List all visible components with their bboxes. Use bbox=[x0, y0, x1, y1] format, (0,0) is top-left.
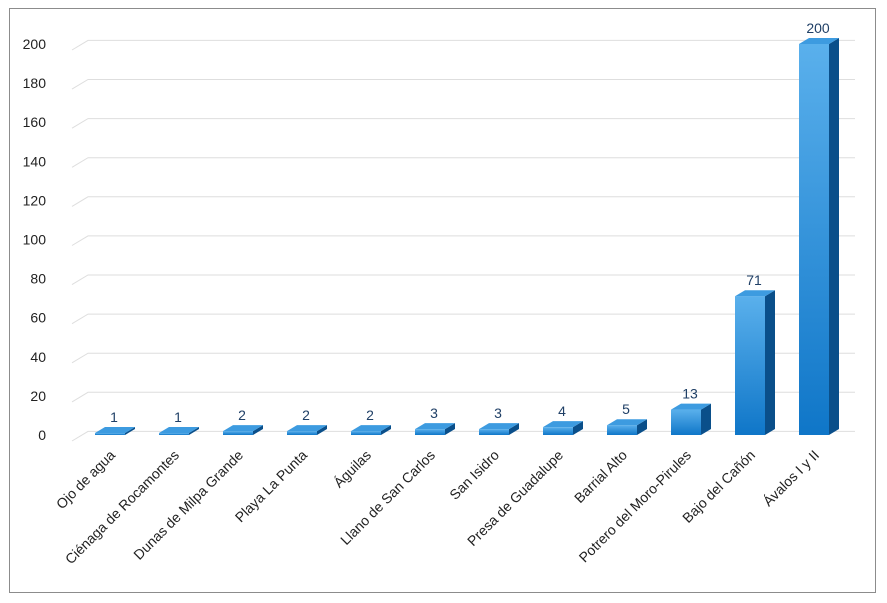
bar bbox=[543, 427, 573, 435]
value-label: 3 bbox=[430, 405, 438, 421]
bar-top bbox=[159, 427, 199, 434]
bar-side bbox=[253, 425, 263, 435]
bar-side bbox=[125, 427, 135, 435]
y-tick-label: 100 bbox=[23, 232, 47, 248]
value-label: 2 bbox=[238, 407, 246, 423]
bar-top bbox=[479, 423, 519, 430]
bar-side bbox=[381, 425, 391, 435]
x-category-label: Ciénaga de Rocamontes bbox=[62, 447, 182, 567]
bar-top bbox=[287, 425, 327, 432]
y-tick-label: 200 bbox=[23, 36, 47, 52]
y-tick-label: 60 bbox=[30, 310, 46, 326]
y-tick-label: 0 bbox=[38, 427, 46, 443]
bar bbox=[799, 44, 829, 435]
gridline bbox=[71, 274, 855, 286]
bar-top bbox=[735, 290, 775, 297]
y-tick-label: 160 bbox=[23, 114, 47, 130]
bar-top bbox=[671, 403, 711, 410]
y-tick-label: 40 bbox=[30, 349, 46, 365]
x-category-label: Ávalos I y II bbox=[760, 447, 822, 509]
value-label: 2 bbox=[366, 407, 374, 423]
gridline bbox=[71, 118, 855, 129]
bars bbox=[95, 38, 839, 435]
bar-side bbox=[189, 427, 199, 435]
x-category-label: Potrero del Moro-Pirules bbox=[576, 447, 695, 566]
y-tick-label: 180 bbox=[23, 75, 47, 91]
x-category-label: Dunas de Milpa Grande bbox=[130, 447, 246, 563]
bar-top bbox=[543, 421, 583, 428]
gridline bbox=[71, 391, 855, 403]
gridline bbox=[71, 313, 855, 325]
bar-side bbox=[829, 38, 839, 435]
bar-top bbox=[95, 427, 135, 434]
bar bbox=[479, 429, 509, 435]
bar bbox=[351, 431, 381, 435]
value-label: 200 bbox=[806, 20, 830, 36]
gridline bbox=[71, 79, 855, 90]
y-tick-label: 80 bbox=[30, 271, 46, 287]
bar-side bbox=[637, 419, 647, 435]
value-label: 3 bbox=[494, 405, 502, 421]
bar-side bbox=[765, 290, 775, 435]
bar-top bbox=[415, 423, 455, 430]
bar-side bbox=[445, 423, 455, 435]
bar bbox=[287, 431, 317, 435]
gridline bbox=[71, 430, 855, 442]
value-label: 2 bbox=[302, 407, 310, 423]
gridline bbox=[71, 352, 855, 364]
value-labels: 1 1 2 2 2 3 3 4 5 13 71 200 bbox=[110, 20, 830, 425]
x-category-label: San Isidro bbox=[446, 447, 502, 503]
chart-frame bbox=[9, 8, 876, 593]
bar bbox=[95, 433, 125, 435]
bar bbox=[671, 409, 701, 435]
bar bbox=[735, 296, 765, 435]
y-axis-ticks: 0 20 40 60 80 100 120 140 160 180 200 bbox=[23, 36, 47, 443]
value-label: 5 bbox=[622, 401, 630, 417]
gridlines bbox=[71, 39, 855, 442]
y-tick-label: 20 bbox=[30, 388, 46, 404]
bar-side bbox=[317, 425, 327, 435]
bar-top bbox=[607, 419, 647, 426]
bar-side bbox=[573, 421, 583, 435]
bar-side bbox=[701, 403, 711, 435]
gridline bbox=[71, 235, 855, 246]
gridline bbox=[71, 196, 855, 207]
gridline bbox=[71, 157, 855, 168]
value-label: 1 bbox=[110, 409, 118, 425]
x-category-label: Águilas bbox=[330, 447, 374, 491]
bar-top bbox=[351, 425, 391, 432]
bar-top bbox=[223, 425, 263, 432]
bar-top bbox=[799, 38, 839, 44]
bar bbox=[607, 425, 637, 435]
value-label: 4 bbox=[558, 403, 566, 419]
y-tick-label: 120 bbox=[23, 192, 47, 208]
bar bbox=[159, 433, 189, 435]
gridline bbox=[71, 39, 855, 51]
bar-side bbox=[509, 423, 519, 435]
value-label: 71 bbox=[746, 272, 762, 288]
x-category-label: Barrial Alto bbox=[571, 447, 630, 506]
y-tick-label: 140 bbox=[23, 153, 47, 169]
value-label: 1 bbox=[174, 409, 182, 425]
bar bbox=[415, 429, 445, 435]
bar bbox=[223, 431, 253, 435]
x-category-label: Ojo de agua bbox=[53, 447, 118, 512]
value-label: 13 bbox=[682, 386, 698, 402]
